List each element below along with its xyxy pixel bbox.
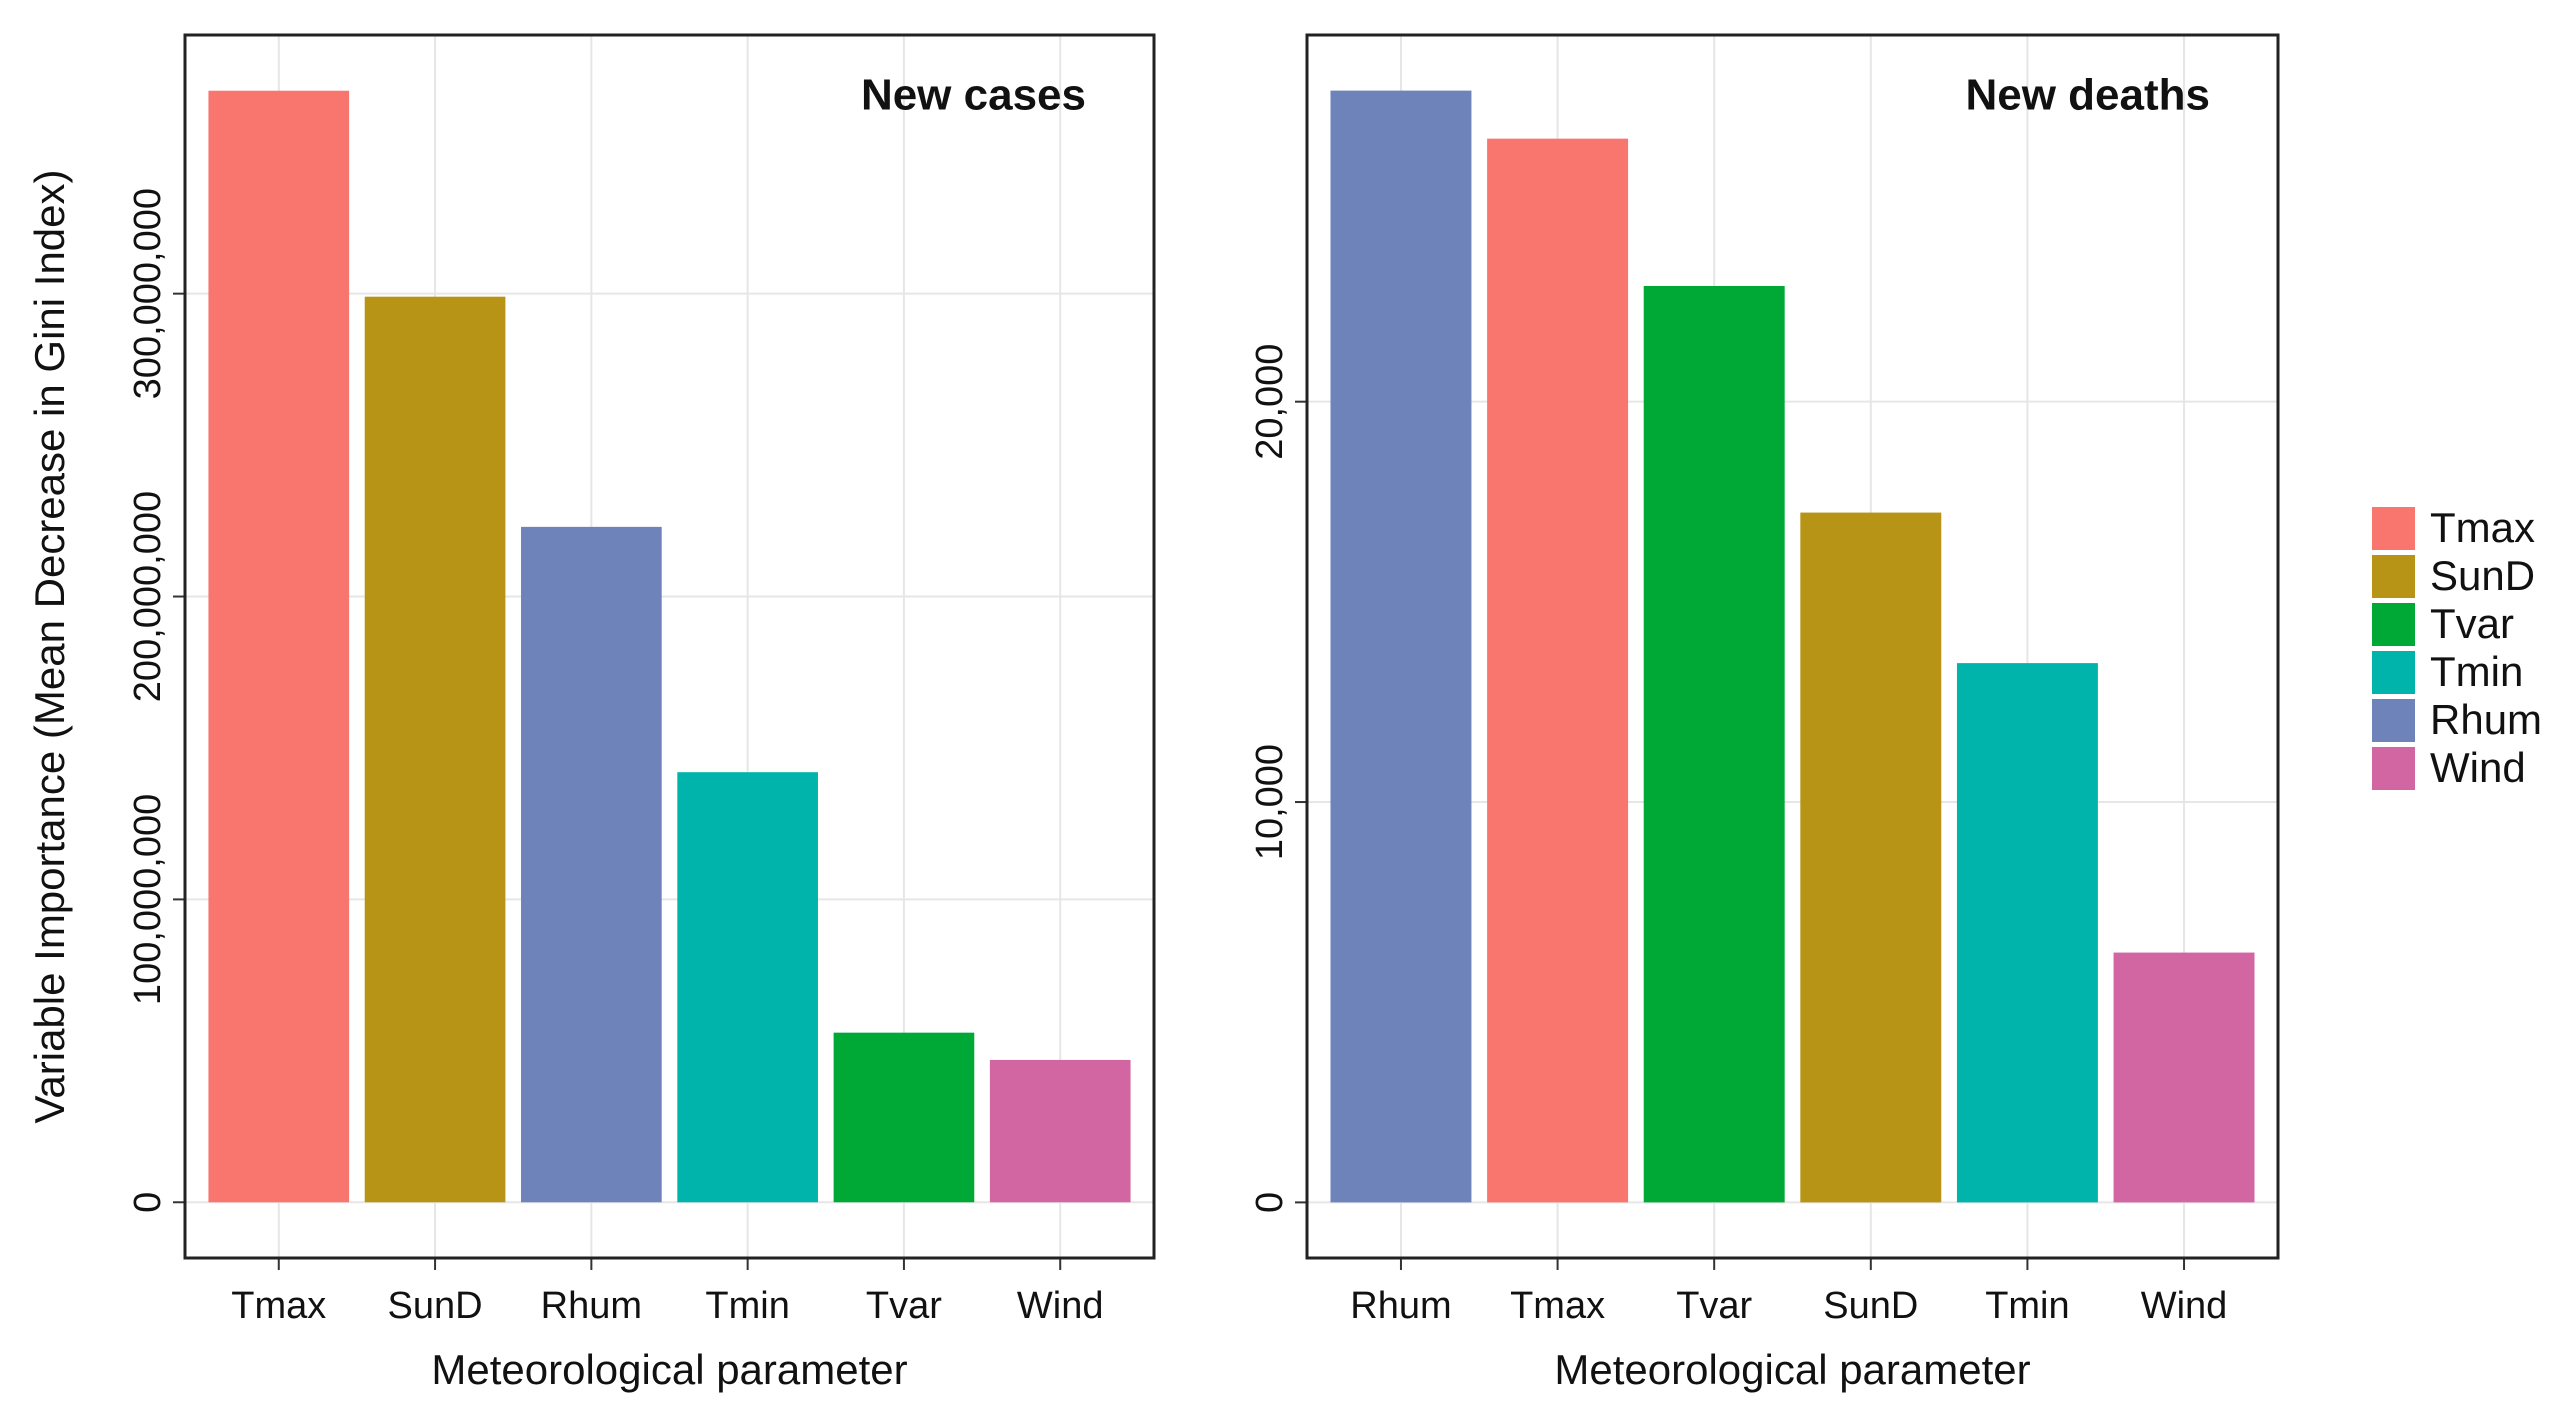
y-tick-label: 0 <box>1249 1192 1291 1213</box>
y-tick-label: 100,000,000 <box>127 794 169 1005</box>
legend-label: Tmax <box>2430 504 2535 551</box>
legend-key <box>2372 555 2415 598</box>
y-axis-title: Variable Importance (Mean Decrease in Gi… <box>26 169 73 1123</box>
bar <box>521 526 662 1203</box>
legend-key <box>2372 747 2415 790</box>
bar <box>1956 663 2098 1203</box>
legend-key <box>2372 699 2415 742</box>
bar <box>1800 512 1942 1203</box>
x-tick-label: SunD <box>1823 1285 1918 1327</box>
bar <box>1643 285 1785 1203</box>
legend-label: Tmin <box>2430 648 2523 695</box>
x-tick-label: Rhum <box>1350 1285 1451 1327</box>
bar <box>1487 138 1629 1203</box>
legend-label: Wind <box>2430 744 2526 791</box>
y-tick-label: 0 <box>127 1192 169 1213</box>
x-tick-label: Tmax <box>231 1285 326 1327</box>
bar <box>1330 90 1472 1203</box>
legend-label: Tvar <box>2430 600 2514 647</box>
legend-label: Rhum <box>2430 696 2542 743</box>
bar <box>364 296 506 1203</box>
legend-key <box>2372 507 2415 550</box>
x-axis-title: Meteorological parameter <box>431 1346 907 1393</box>
legend-key <box>2372 603 2415 646</box>
panel-title: New cases <box>861 71 1086 120</box>
x-tick-label: Tmin <box>1985 1285 2069 1327</box>
bar <box>2113 952 2255 1203</box>
bar <box>677 772 818 1203</box>
y-tick-label: 300,000,000 <box>127 188 169 399</box>
panel-border <box>1305 33 2280 1260</box>
y-tick-label: 200,000,000 <box>127 491 169 702</box>
legend-label: SunD <box>2430 552 2535 599</box>
legend-key <box>2372 651 2415 694</box>
bar <box>208 90 350 1203</box>
x-tick-label: Tmin <box>705 1285 789 1327</box>
y-tick-label: 10,000 <box>1249 744 1291 860</box>
x-tick-label: SunD <box>388 1285 483 1327</box>
x-axis-title: Meteorological parameter <box>1554 1346 2030 1393</box>
panel-border <box>183 33 1156 1260</box>
x-tick-label: Tmax <box>1510 1285 1605 1327</box>
x-tick-label: Wind <box>1017 1285 1104 1327</box>
panel-title: New deaths <box>1965 71 2210 120</box>
bar <box>989 1059 1131 1203</box>
x-tick-label: Wind <box>2141 1285 2228 1327</box>
x-tick-label: Rhum <box>541 1285 642 1327</box>
x-tick-label: Tvar <box>866 1285 942 1327</box>
x-tick-label: Tvar <box>1676 1285 1752 1327</box>
bar <box>833 1032 975 1203</box>
y-tick-label: 20,000 <box>1249 344 1291 460</box>
